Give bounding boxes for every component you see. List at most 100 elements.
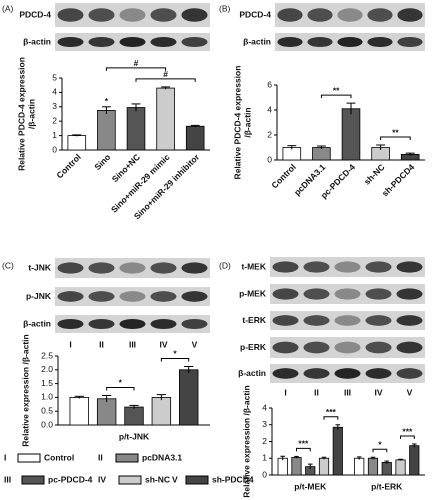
error-bar: [129, 404, 139, 409]
bar: [332, 426, 343, 476]
error-bar: [384, 460, 390, 464]
blot-label: t-ERK: [242, 315, 266, 325]
blot-band: [396, 288, 423, 300]
panel-label: (C): [2, 260, 14, 270]
error-bar: [184, 365, 194, 374]
blot-band: [397, 36, 423, 48]
blot-band: [181, 8, 208, 22]
legend-numeral: II: [98, 452, 103, 462]
blot-band: [396, 315, 423, 326]
blot-label: PDCD-4: [239, 9, 271, 19]
blot-label: β-actin: [23, 318, 51, 328]
significance-mark: ***: [402, 426, 413, 436]
bar: [126, 107, 146, 151]
blot-label: β-actin: [23, 36, 51, 46]
blot-band: [57, 318, 84, 330]
blot-band: [150, 262, 177, 274]
blot-band: [88, 8, 115, 22]
significance-mark: **: [333, 85, 340, 95]
error-bar: [190, 124, 200, 128]
blot-band: [150, 36, 177, 48]
lane-label: IV: [374, 387, 382, 397]
blot-band: [303, 315, 330, 326]
blot-band: [303, 368, 330, 379]
bar: [395, 459, 406, 476]
blot-band: [396, 341, 423, 354]
y-tick-label: 0.0: [41, 419, 53, 429]
blot-band: [119, 262, 146, 274]
blot-band: [272, 341, 299, 354]
y-tick-label: 0: [52, 144, 57, 154]
blot-band: [57, 36, 84, 48]
error-bar: [156, 394, 167, 401]
blot-band: [272, 315, 299, 326]
blot-band: [272, 261, 299, 273]
blot-band: [272, 288, 299, 300]
lane-label: IV: [159, 339, 167, 349]
error-bar: [294, 455, 299, 459]
error-bar: [287, 145, 297, 150]
legend-swatch: [17, 453, 41, 463]
bar: [354, 457, 365, 476]
bar: [151, 396, 172, 426]
blot-band: [88, 262, 115, 274]
blot-band: [365, 368, 392, 379]
y-tick-label: 6: [267, 79, 272, 89]
blot-band: [334, 315, 361, 326]
significance-bracket: [380, 136, 411, 140]
blot-band: [307, 8, 333, 22]
bar: [69, 396, 89, 426]
blot-label: PDCD-4: [19, 9, 51, 19]
y-tick-label: 2.0: [41, 364, 53, 374]
error-bar: [72, 134, 82, 137]
y-tick-label: 4: [262, 402, 267, 412]
x-tick-label: Control: [54, 152, 82, 180]
blot-band: [334, 341, 361, 354]
legend-label: sh-PDCD4: [212, 474, 254, 484]
significance-mark: *: [378, 439, 382, 449]
significance-bracket: [323, 416, 339, 420]
blot-band: [396, 261, 423, 273]
blot-band: [365, 261, 392, 273]
legend-swatch: [185, 475, 209, 485]
error-bar: [280, 455, 286, 461]
bar: [67, 135, 87, 151]
blot-band: [57, 262, 84, 274]
blot-band: [150, 8, 177, 22]
blot-band: [367, 36, 393, 48]
lane-label: V: [192, 339, 198, 349]
panel-label: (A): [2, 3, 14, 13]
error-bar: [335, 424, 341, 430]
significance-mark: **: [392, 127, 399, 137]
bar: [409, 445, 420, 476]
error-bar: [101, 394, 112, 403]
bar: [124, 406, 144, 426]
bar: [185, 125, 205, 151]
bar: [367, 457, 379, 476]
blot-band: [88, 36, 115, 48]
legend-numeral: I: [4, 452, 6, 462]
blot-band: [57, 291, 84, 302]
error-bar: [376, 144, 386, 150]
significance-bracket: [295, 447, 311, 452]
significance-bracket: [106, 386, 135, 391]
blot-band: [119, 36, 146, 48]
error-bar: [131, 103, 141, 112]
blot-band: [88, 291, 115, 302]
bar: [96, 398, 117, 426]
blot-band: [277, 36, 303, 48]
error-bar: [316, 145, 326, 149]
legend-label: sh-NC: [145, 474, 170, 484]
blot-label: p-JNK: [26, 291, 52, 301]
bar: [277, 457, 288, 476]
x-tick-label: Control: [269, 162, 297, 190]
blot-band: [150, 291, 177, 302]
y-axis-label: /β-actin: [242, 107, 252, 137]
blot-band: [57, 8, 84, 22]
significance-mark: *: [105, 96, 109, 106]
bar: [312, 147, 331, 161]
error-bar: [370, 456, 376, 460]
legend-swatch: [21, 475, 45, 485]
significance-mark: #: [134, 58, 139, 68]
blot-label: β-actin: [238, 368, 266, 378]
